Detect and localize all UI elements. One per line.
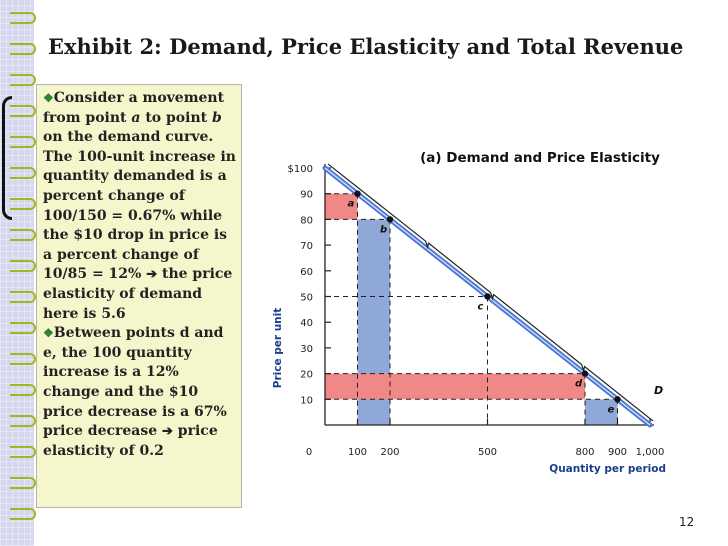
text-p1-start: Consider a movement from point (43, 90, 225, 126)
quantity-change-band (585, 399, 618, 425)
x-tick-label: 0 (306, 447, 312, 458)
binder-ring-icon (10, 167, 36, 179)
text-point-b: b (212, 109, 222, 126)
slide-title: Exhibit 2: Demand, Price Elasticity and … (48, 34, 684, 59)
binder-ring-icon (10, 105, 36, 117)
paragraph-ab: ❖Consider a movement from point a to poi… (43, 89, 237, 324)
binder-ring-icon (10, 74, 36, 86)
y-tick-label: 50 (300, 293, 313, 304)
binder-ring-icon (10, 198, 36, 210)
y-tick-label: 20 (300, 370, 313, 381)
page-number: 12 (679, 515, 695, 529)
text-p1-between: to point (140, 109, 212, 126)
demand-label: D (654, 384, 663, 397)
point-label-d: d (575, 379, 583, 390)
x-tick-label: 1,000 (636, 447, 665, 458)
binder-ring-icon (10, 508, 36, 520)
y-tick-label: 10 (300, 395, 313, 406)
binder-strip (0, 0, 34, 546)
binder-ring-icon (10, 384, 36, 396)
point-label-b: b (380, 224, 387, 235)
y-tick-label: 70 (300, 241, 313, 252)
binder-ring-icon (10, 291, 36, 303)
x-axis-label: Quantity per period (549, 463, 666, 475)
binder-ring-icon (10, 260, 36, 272)
binder-ring-icon (10, 43, 36, 55)
demand-outline (327, 163, 654, 422)
x-tick-label: 100 (348, 447, 367, 458)
right-arrow-icon: ➔ (146, 267, 158, 283)
explanation-box: ❖Consider a movement from point a to poi… (36, 84, 242, 508)
y-tick-label: $100 (288, 164, 313, 175)
point-b (386, 216, 394, 223)
point-label-c: c (478, 302, 484, 313)
binder-ring-icon (10, 322, 36, 334)
text-p1-after: on the demand curve. The 100-unit increa… (43, 129, 236, 283)
y-axis-label: Price per unit (272, 308, 284, 389)
binder-ring-icon (10, 477, 36, 489)
price-change-band (325, 193, 358, 220)
point-label-a: a (348, 199, 355, 210)
binder-ring-icon (10, 229, 36, 241)
point-a (354, 190, 361, 197)
binder-ring-icon (10, 415, 36, 427)
x-tick-label: 800 (575, 447, 594, 458)
text-p2-end: price elasticity of 0.2 (43, 423, 218, 459)
binder-ring-icon (10, 446, 36, 458)
text-point-a: a (131, 109, 141, 126)
diamond-bullet-icon: ❖ (43, 91, 54, 105)
x-tick-label: 200 (380, 447, 399, 458)
x-tick-label: 900 (608, 447, 627, 458)
y-tick-label: 60 (300, 267, 313, 278)
binder-ring-icon (10, 136, 36, 148)
point-d (581, 370, 589, 377)
binder-ring-icon (10, 353, 36, 365)
point-label-e: e (608, 404, 615, 415)
price-change-band (325, 373, 585, 400)
x-tick-label: 500 (478, 447, 497, 458)
text-p1-end: the price elasticity of demand here is 5… (43, 266, 233, 322)
y-tick-label: 80 (300, 215, 313, 226)
right-arrow-icon: ➔ (162, 424, 173, 440)
paragraph-de: ❖Between points d and e, the 100 quantit… (43, 324, 237, 461)
bracket-mark (2, 96, 12, 220)
y-tick-label: 30 (300, 344, 313, 355)
point-c (484, 293, 491, 300)
point-e (614, 396, 621, 403)
y-tick-label: 40 (300, 318, 313, 329)
text-p2-start: Between points d and e, the 100 quantity… (43, 325, 227, 440)
y-tick-label: 90 (300, 190, 313, 201)
binder-ring-icon (10, 12, 36, 24)
chart-title: (a) Demand and Price Elasticity (420, 150, 660, 166)
diamond-bullet-icon: ❖ (43, 326, 54, 341)
